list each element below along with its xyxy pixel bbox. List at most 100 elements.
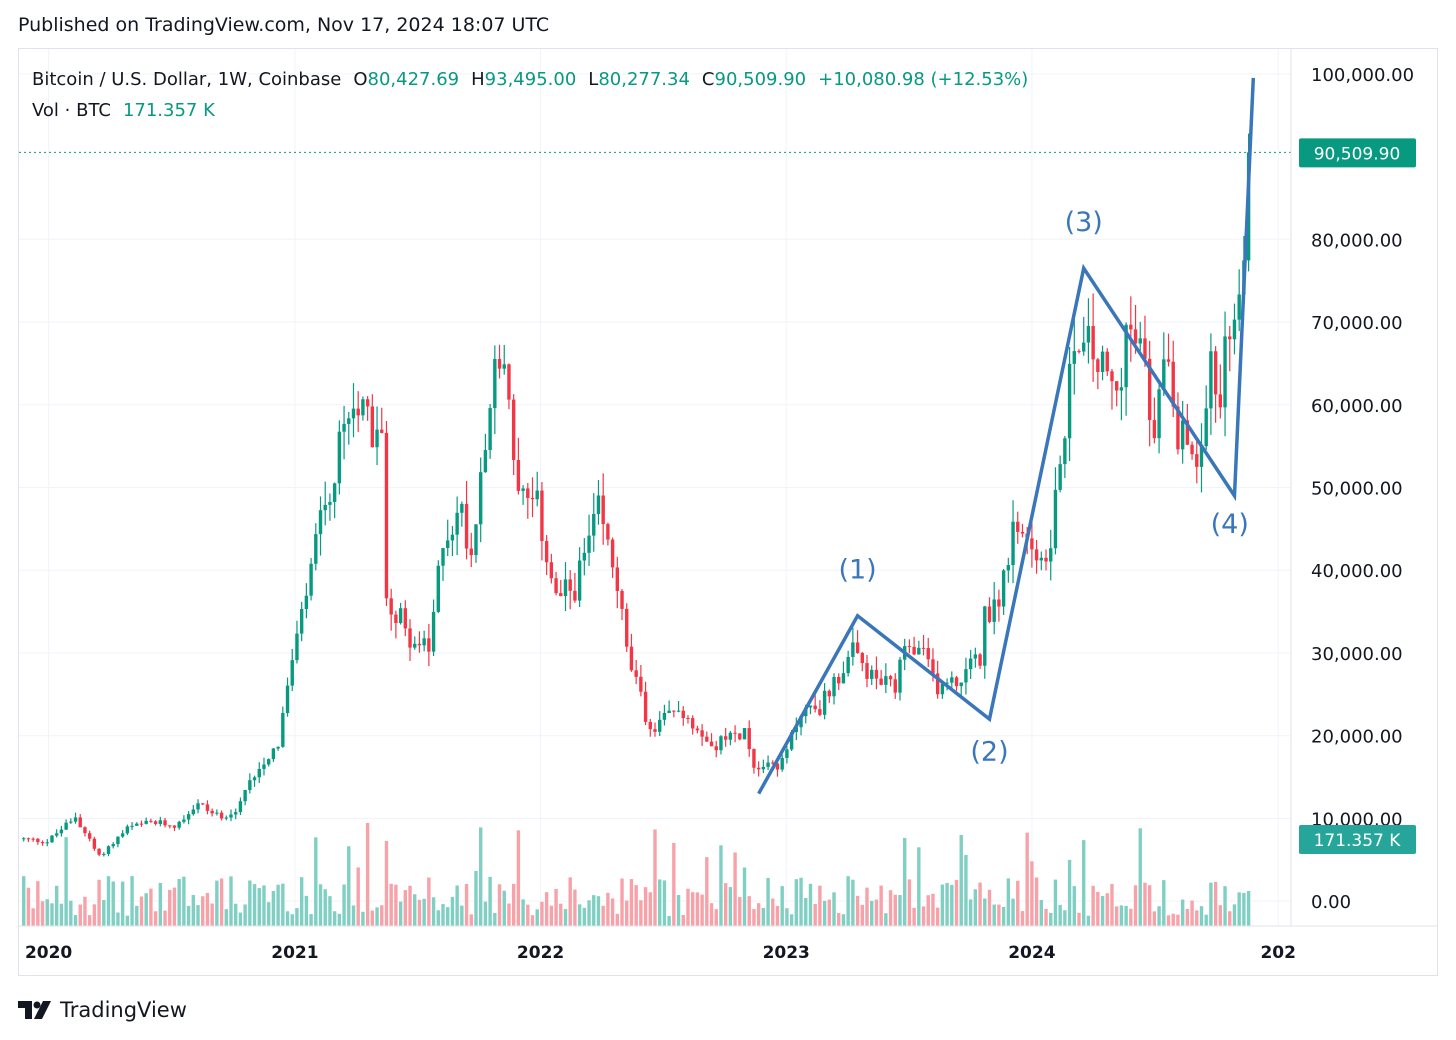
candle-body: [149, 820, 153, 822]
volume-bar: [304, 895, 309, 926]
candle-body: [290, 660, 294, 686]
chart-frame[interactable]: [18, 48, 1438, 976]
candle-body: [370, 406, 375, 448]
volume-bar: [483, 901, 488, 926]
candle-body: [563, 579, 568, 597]
candle-body: [681, 710, 685, 718]
volume-bar: [478, 827, 483, 926]
candle-body: [1034, 549, 1039, 561]
candle-body: [1213, 351, 1218, 395]
candle-body: [116, 836, 120, 845]
candle-body: [1077, 351, 1081, 353]
last-price-badge: 90,509.90: [1299, 138, 1416, 168]
volume-bar: [281, 883, 285, 926]
volume-bar: [902, 837, 907, 926]
volume-bar: [1204, 914, 1208, 926]
volume-bar: [299, 877, 304, 926]
volume-bar: [427, 877, 431, 926]
footer-brand[interactable]: TradingView: [18, 996, 187, 1024]
volume-bar: [714, 909, 718, 926]
volume-bar: [1034, 877, 1039, 926]
candle-body: [1209, 351, 1213, 409]
volume-bar: [97, 879, 101, 926]
candle-body: [384, 432, 389, 599]
candle-body: [446, 540, 450, 549]
candle-body: [1232, 319, 1237, 340]
candle-body: [337, 431, 342, 484]
volume-bar: [168, 889, 172, 926]
low-value: 80,277.34: [598, 69, 690, 90]
candle-body: [389, 598, 393, 615]
candle-body: [761, 766, 766, 770]
volume-bar: [832, 892, 836, 926]
candle-body: [808, 705, 813, 708]
candle-body: [559, 593, 563, 597]
volume-bar: [723, 883, 728, 926]
volume-badge: 171.357 K: [1299, 825, 1416, 854]
candle-body: [568, 579, 572, 591]
candle-body: [78, 817, 82, 828]
volume-bar: [728, 887, 733, 926]
volume-bar: [898, 895, 902, 926]
volume-bar: [1086, 915, 1091, 926]
price-axis[interactable]: 100,000.00 80,000.00 70,000.00 60,000.00 50,…: [1311, 65, 1414, 913]
volume-bar: [1147, 885, 1152, 926]
candle-body: [926, 648, 930, 660]
volume-bar: [474, 870, 478, 926]
candle-body: [1228, 336, 1232, 340]
candle-body: [54, 833, 59, 836]
candle-body: [1058, 464, 1062, 490]
volume-bar: [1133, 885, 1138, 926]
volume-bar: [1001, 907, 1006, 926]
candle-body: [92, 838, 97, 849]
candle-body: [285, 685, 290, 714]
candle-body: [1176, 406, 1180, 450]
time-axis[interactable]: 2020 2021 2022 2023 2024 202: [25, 943, 1296, 963]
candle-body: [676, 710, 681, 712]
volume-bar: [337, 913, 342, 926]
volume-bar: [375, 907, 379, 926]
candle-body: [1006, 565, 1011, 571]
candle-body: [26, 838, 31, 840]
volume-bar: [1129, 908, 1133, 926]
x-tick-label: 2023: [763, 943, 810, 963]
volume-bar: [582, 907, 587, 926]
volume-bar: [450, 896, 455, 926]
wave-label: (5): [1225, 13, 1263, 44]
volume-bar: [464, 884, 469, 926]
candle-body: [1204, 408, 1208, 447]
volume-bar: [380, 905, 384, 926]
candle-body: [356, 408, 360, 416]
volume-badge-label: 171.357 K: [1314, 831, 1402, 851]
volume-bar: [926, 895, 930, 926]
y-tick-label: 60,000.00: [1311, 396, 1403, 417]
volume-bar: [361, 911, 365, 926]
candle-body: [620, 590, 624, 609]
volume-bar: [92, 904, 97, 926]
x-tick-label: 202: [1260, 943, 1296, 963]
candle-body: [1039, 557, 1044, 561]
volume-bar: [441, 904, 445, 926]
candle-body: [1053, 489, 1058, 549]
volume-bar: [573, 889, 577, 926]
volume-row: Vol · BTC 171.357 K: [32, 95, 1028, 126]
volume-bar: [606, 892, 610, 926]
candle-body: [544, 541, 549, 563]
volume-bar: [417, 899, 422, 926]
volume-bar: [210, 903, 214, 926]
volume-bar: [1228, 911, 1232, 926]
volume-bar: [851, 879, 855, 926]
volume-bar: [1166, 915, 1171, 926]
candle-body: [347, 418, 351, 424]
volume-bar: [135, 905, 139, 926]
candle-body: [417, 643, 422, 646]
change-value: +10,080.98 (+12.53%): [818, 69, 1029, 90]
volume-bar: [163, 910, 167, 926]
candle-body: [549, 562, 554, 579]
volume-bar: [1049, 912, 1053, 926]
candle-body: [738, 733, 742, 740]
volume-bar: [224, 909, 228, 926]
volume-bar: [455, 885, 459, 926]
candle-body: [643, 691, 648, 722]
